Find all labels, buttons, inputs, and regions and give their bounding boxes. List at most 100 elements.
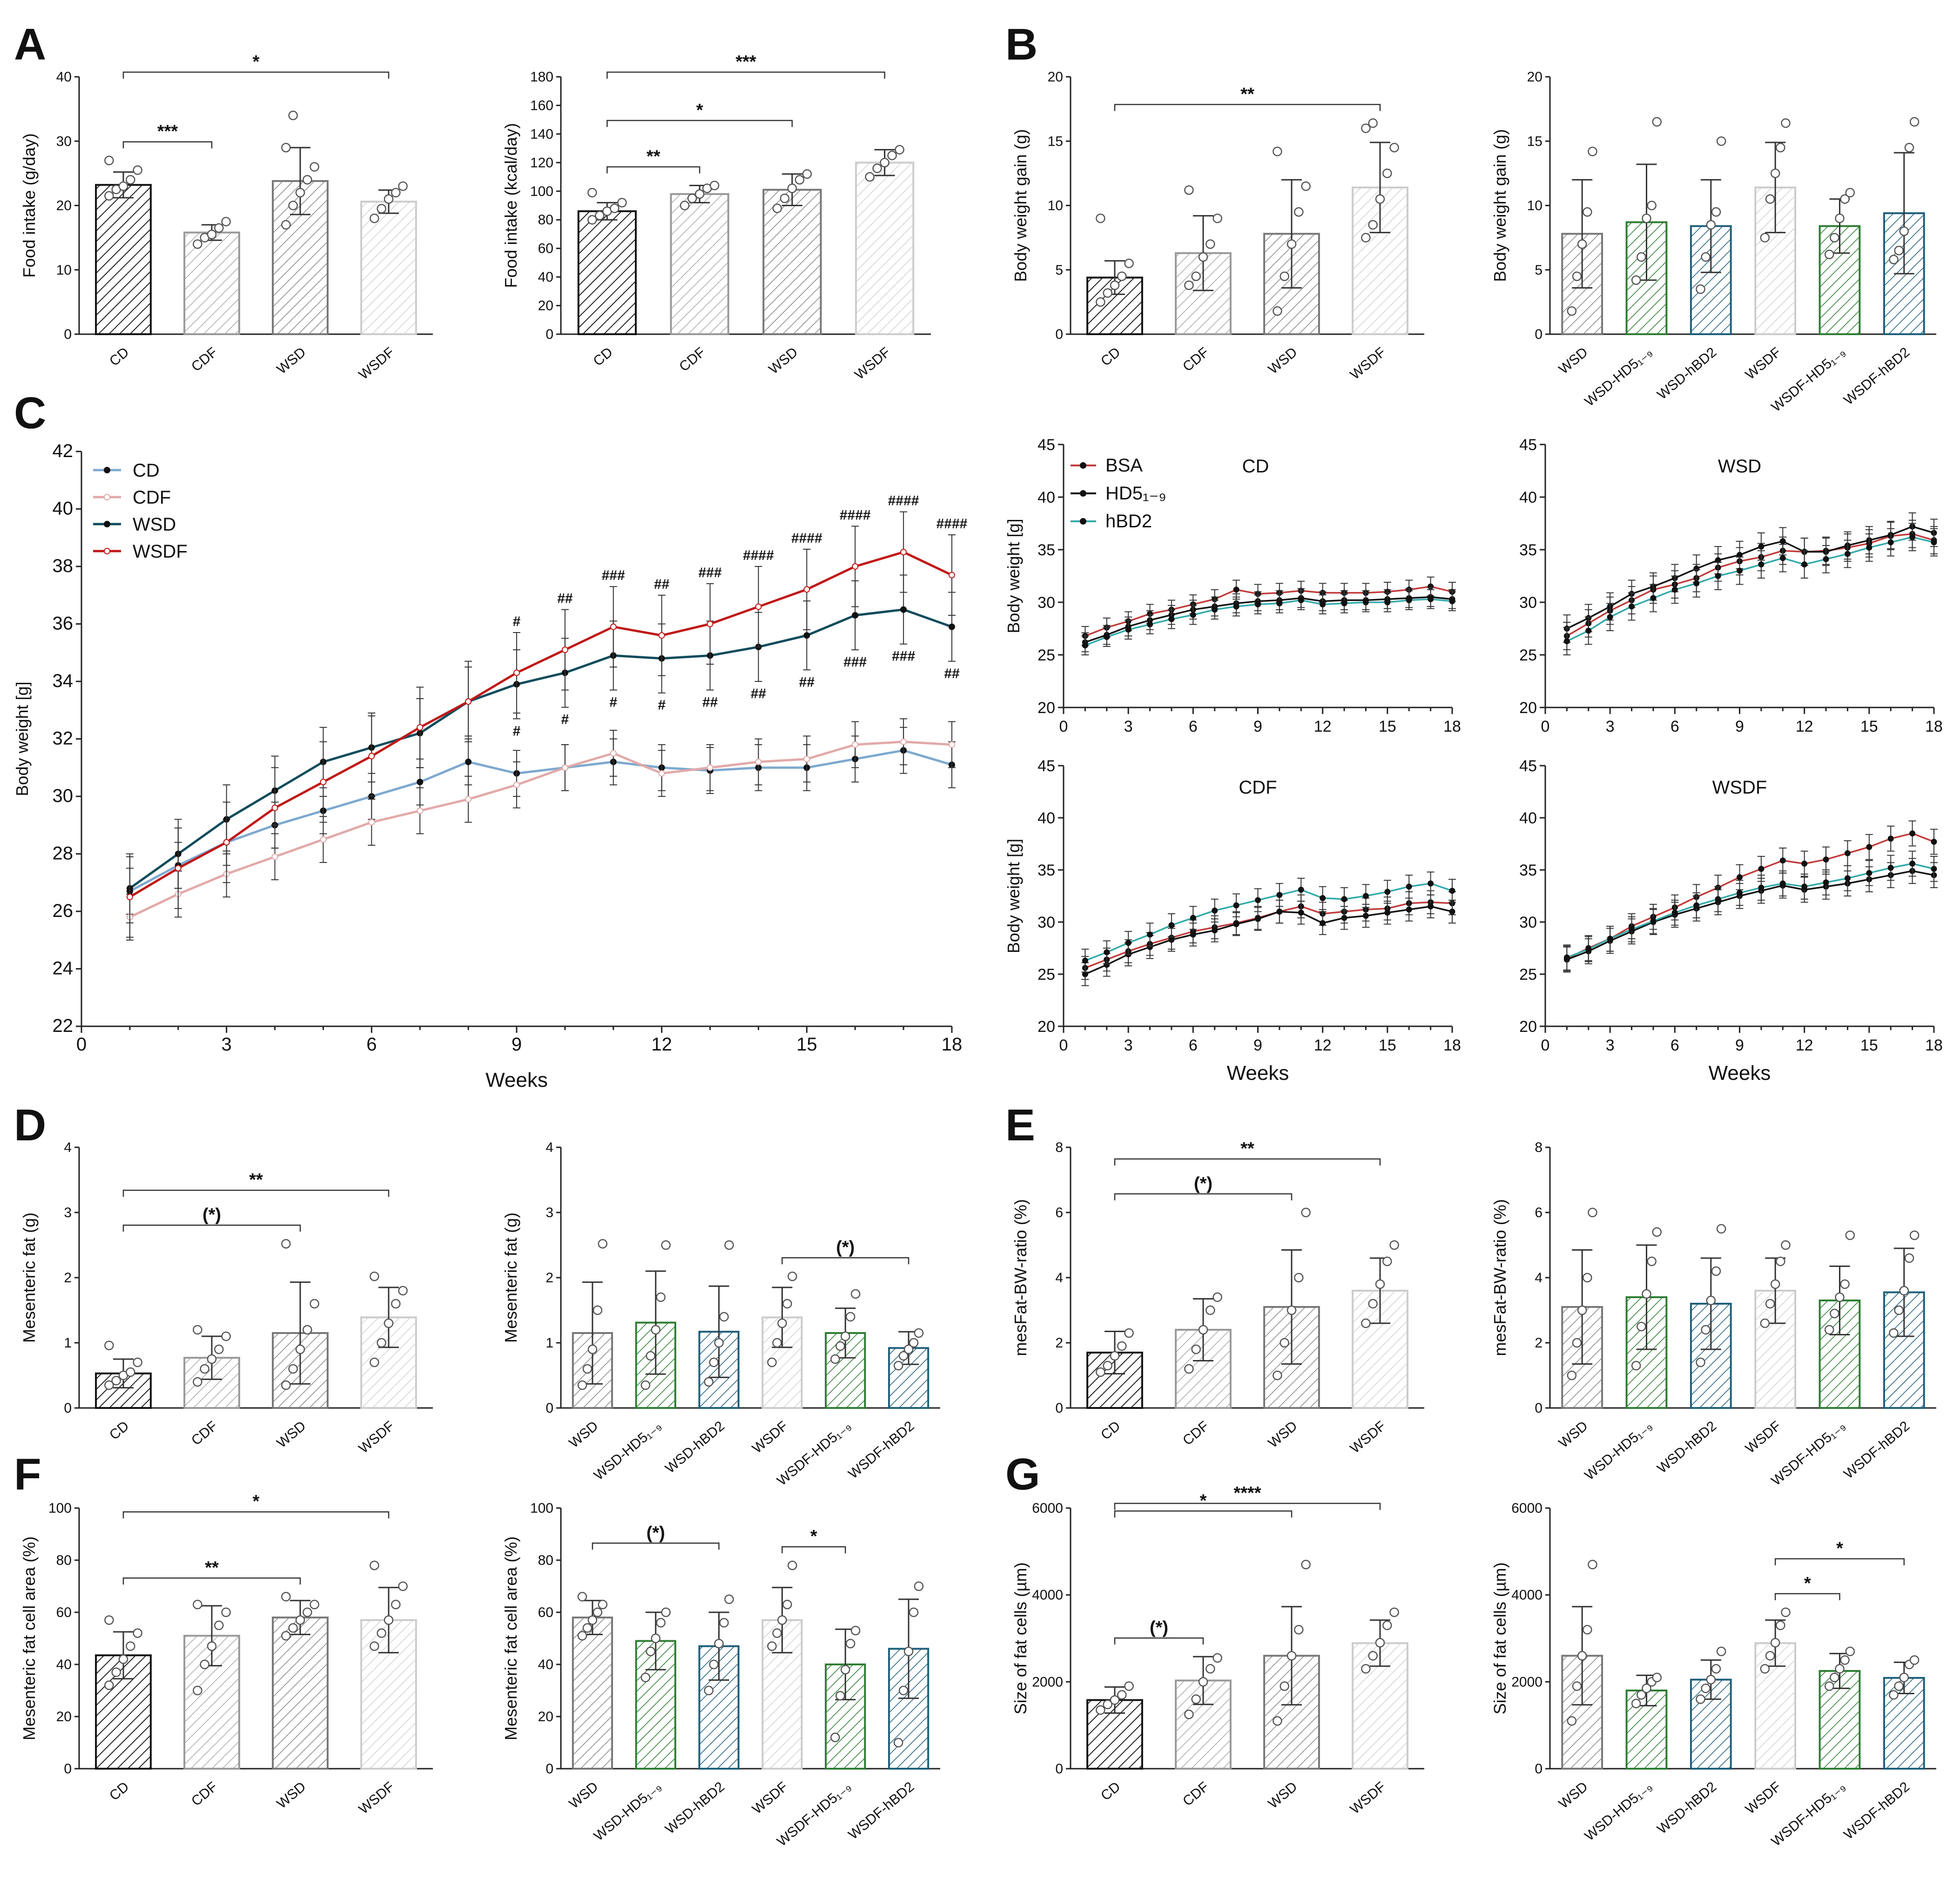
y-tick-label: 20 [1527,69,1542,85]
series-point [900,549,907,556]
line-chart-C_CDF: 20 25 30 35 40 45 0 3 6 9 12 15 18 Body weight [g] Wee… [1004,757,1461,1084]
series-point [1406,597,1412,603]
y-tick-label: 60 [538,1605,553,1620]
panel-letter-e: E [1005,1100,1035,1150]
data-point [1588,1560,1597,1569]
significance-hash: ## [702,695,718,710]
legend-marker [1080,462,1086,469]
data-point [787,183,797,193]
y-tick-label: 40 [56,1657,72,1672]
series-point [1693,902,1700,909]
data-point [398,1286,408,1296]
data-point [391,188,401,198]
series-point [1801,861,1808,867]
series-point [271,853,278,860]
y-axis-label: Size of fat cells (µm) [1490,1562,1509,1715]
series-line [129,749,952,892]
category-label: WSD [1266,1418,1300,1451]
x-tick-label: 9 [1253,718,1262,735]
series-point [175,865,182,872]
significance-bracket [122,1511,390,1519]
category-label: WSDF-hBD2 [1841,1418,1913,1482]
bar [272,1616,329,1770]
series-point [1212,907,1218,914]
data-point [1701,252,1711,262]
data-point [1280,1681,1289,1691]
category-label: WSD-HD5₁₋₉ [1582,1418,1655,1483]
data-point [133,165,142,175]
series-point [1406,883,1412,890]
y-tick-label: 20 [1048,69,1063,85]
panel-letter-a: A [14,20,46,69]
series-point [852,741,859,748]
series-point [1233,586,1239,593]
data-point [295,188,305,198]
series-point [1276,600,1283,606]
y-tick-label: 0 [1535,1401,1542,1416]
data-point [1830,233,1839,242]
data-point [1716,1646,1726,1657]
y-tick-label: 35 [1037,541,1055,559]
significance-label: * [810,1527,817,1546]
y-tick-label: 35 [1037,862,1055,879]
data-point [1696,1357,1705,1367]
series-point [1320,601,1326,608]
data-point [1840,194,1850,204]
y-tick-label: 40 [1037,809,1055,827]
bar [577,210,637,335]
y-tick-label: 38 [53,556,74,576]
category-label: CDF [1180,1418,1212,1448]
category-label: CDF [676,344,708,375]
category-label: CD [107,1779,132,1804]
data-point [1760,233,1770,242]
significance-label: (*) [647,1523,665,1542]
series-point [1384,889,1391,895]
y-tick-label: 60 [538,241,553,256]
category-label: WSDF-hBD2 [1841,344,1913,408]
data-point [841,1664,850,1675]
significance-bracket [1114,1193,1293,1200]
bar [855,162,915,335]
panel-letter-d: D [14,1100,46,1150]
data-point [610,203,620,213]
bar-chart-D1: 0 1 2 3 4 Mesenteric fat (g) CD CDF WSD WSDF (*) ** [20,1140,433,1456]
data-point [1781,1240,1791,1250]
bar [762,189,822,335]
data-point [1696,1694,1705,1704]
significance-bracket [606,120,793,127]
data-point [1588,147,1597,156]
bar [183,231,240,335]
chart-title: CDF [1239,777,1277,798]
x-tick-label: 6 [1189,1037,1198,1054]
series-point [1449,909,1455,915]
series-point [1428,880,1434,887]
x-tick-label: 15 [1379,1037,1396,1054]
y-tick-label: 5 [1055,263,1063,278]
data-point [126,1367,135,1377]
y-tick-label: 2 [1535,1335,1542,1351]
data-point [1835,1292,1845,1302]
data-point [1273,306,1282,316]
data-point [1647,201,1657,210]
data-point [1760,1664,1770,1674]
data-point [221,1607,231,1617]
series-point [1585,627,1592,634]
x-tick-label: 0 [1541,1037,1550,1054]
significance-label: * [253,52,260,72]
series-point [1844,551,1851,557]
significance-label: ** [1240,1139,1254,1158]
data-point [1096,1705,1105,1715]
data-point [777,1615,787,1625]
data-point [1830,1308,1839,1319]
y-axis-label: mesFat-BW-ratio (%) [1011,1199,1030,1356]
significance-bracket [1114,1510,1293,1518]
data-point [887,150,897,161]
data-point [1375,1638,1385,1648]
data-point [104,1380,114,1390]
series-point [1801,561,1808,568]
data-point [767,1641,777,1651]
data-point [909,1607,919,1617]
data-point [830,1732,840,1743]
series-point [1147,621,1153,627]
y-tick-label: 4000 [1032,1588,1063,1603]
